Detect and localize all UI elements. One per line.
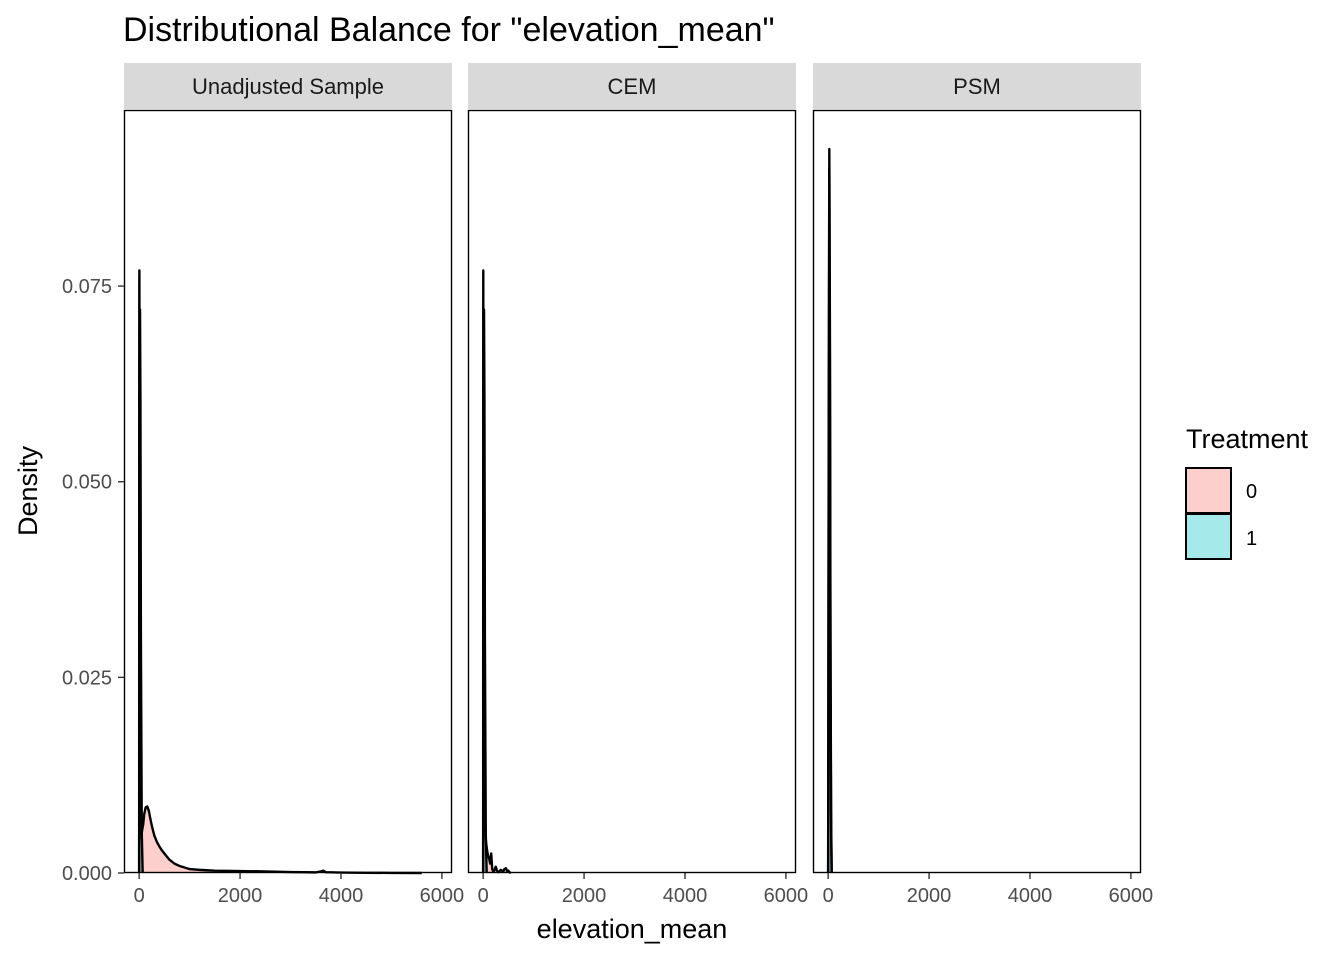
x-tick-label: 0 (823, 885, 834, 907)
chart-title: Distributional Balance for "elevation_me… (123, 11, 775, 49)
legend-title: Treatment (1186, 424, 1309, 454)
x-tick-label: 0 (134, 885, 145, 907)
panel-marks-cem (481, 269, 512, 875)
density-line-unadjusted-sample-treatment-0 (137, 269, 422, 875)
density-line-cem-treatment-0 (481, 269, 512, 875)
legend-key-0 (1185, 467, 1232, 514)
legend-label-0: 0 (1246, 481, 1257, 503)
x-tick-label: 6000 (1109, 885, 1154, 907)
panel-border (467, 109, 797, 874)
x-tick-label: 6000 (420, 885, 465, 907)
panel-marks-psm (826, 147, 833, 874)
strip-background (124, 63, 452, 109)
x-tick-label: 4000 (663, 885, 708, 907)
x-tick-label: 0 (478, 885, 489, 907)
strip-background (468, 63, 796, 109)
density-area-cem-treatment-0 (483, 270, 511, 873)
x-tick-label: 2000 (907, 885, 952, 907)
x-axes: 0 2000 4000 6000 0 2000 4000 6000 0 2000 4000 6000 (134, 873, 1154, 907)
density-line-unadjusted-sample-treatment-1 (137, 308, 144, 874)
x-tick-label: 4000 (319, 885, 364, 907)
x-tick-label: 4000 (1008, 885, 1053, 907)
strip-background (813, 63, 1141, 109)
density-area-unadjusted-sample-treatment-0 (139, 270, 422, 873)
panel-border (123, 109, 453, 874)
y-axis-title: Density (13, 445, 43, 536)
density-line-psm-treatment-1 (826, 167, 833, 874)
x-axis-title: elevation_mean (537, 914, 728, 944)
x-tick-label: 2000 (562, 885, 607, 907)
facet-panel-psm: PSM (812, 63, 1142, 874)
legend-key-1 (1185, 513, 1232, 560)
legend: Treatment 0 1 (1185, 424, 1309, 560)
facet-panel-cem: CEM (467, 63, 797, 875)
y-tick-label: 0.000 (62, 863, 112, 885)
x-tick-label: 6000 (764, 885, 809, 907)
strip-label-cem: CEM (608, 74, 657, 99)
y-tick-label: 0.025 (62, 667, 112, 689)
legend-label-1: 1 (1246, 528, 1257, 550)
panel-marks-unadjusted-sample (137, 269, 422, 875)
density-line-cem-treatment-1 (481, 308, 488, 874)
y-tick-label: 0.050 (62, 472, 112, 494)
strip-label-unadjusted-sample: Unadjusted Sample (192, 74, 384, 99)
y-tick-label: 0.075 (62, 276, 112, 298)
facet-panel-unadjusted-sample: Unadjusted Sample (123, 63, 453, 875)
panel-border (812, 109, 1142, 874)
y-axis: 0.000 0.025 0.050 0.075 (62, 276, 124, 885)
x-tick-label: 2000 (218, 885, 263, 907)
strip-label-psm: PSM (953, 74, 1001, 99)
